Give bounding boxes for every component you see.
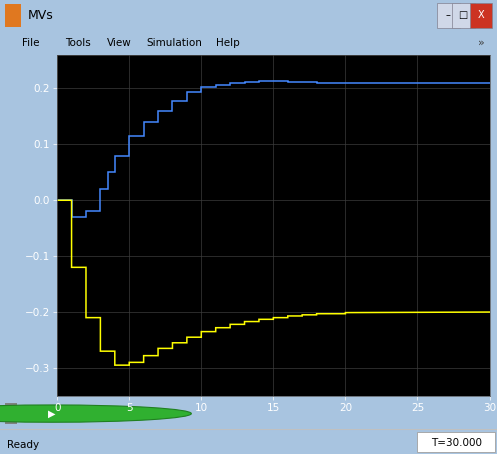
Bar: [5, 403, 17, 424]
Text: View: View: [107, 38, 132, 48]
Text: ▶: ▶: [48, 409, 56, 419]
Bar: [470, 3, 492, 28]
Bar: [5, 4, 21, 27]
Bar: [452, 3, 475, 28]
Bar: [417, 431, 495, 451]
Text: Help: Help: [216, 38, 240, 48]
Text: »: »: [478, 38, 485, 48]
Text: X: X: [477, 10, 484, 20]
Text: □: □: [459, 10, 468, 20]
Circle shape: [0, 405, 191, 422]
Bar: [437, 3, 460, 28]
Text: File: File: [22, 38, 40, 48]
Text: Simulation: Simulation: [147, 38, 202, 48]
Text: Tools: Tools: [65, 38, 90, 48]
Text: Ready: Ready: [7, 439, 40, 449]
Text: T=30.000: T=30.000: [431, 438, 482, 448]
Text: MVs: MVs: [27, 9, 53, 22]
Text: –: –: [446, 10, 451, 20]
